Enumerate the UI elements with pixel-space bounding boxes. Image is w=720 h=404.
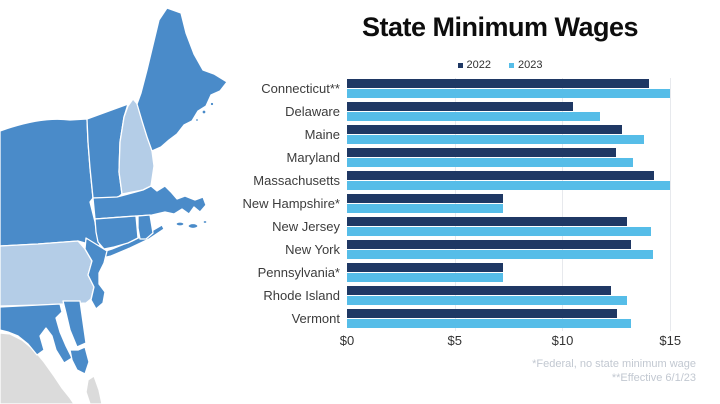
chart-row: New York [240,239,695,262]
northeast-us-map [0,7,228,404]
map-state-pennsylvania [0,240,95,307]
x-axis: $0 $5 $10 $15 [340,333,695,349]
state-label: Rhode Island [263,288,340,303]
gridline [562,78,564,331]
map-maine-island [194,117,200,123]
x-tick-label: $15 [659,333,682,348]
state-label: Connecticut** [261,81,340,96]
map-state-outside-region [0,332,75,404]
map-state-maryland-eastern-shore [69,346,90,375]
legend-label: 2022 [466,59,491,71]
gridline [670,78,672,331]
map-state-massachusetts [92,185,207,220]
bar-2022 [347,309,618,318]
legend-label: 2023 [518,59,543,71]
bar-group [347,124,695,147]
bar-2023 [347,273,504,282]
bar-group [347,147,695,170]
map-state-delaware [62,300,87,348]
bar-2023 [347,250,653,259]
bar-2023 [347,204,504,213]
map-state-new-york [0,118,102,252]
map-maine-island [201,109,207,115]
footnotes: *Federal, no state minimum wage **Effect… [532,357,696,385]
bar-2022 [347,240,632,249]
bar-2023 [347,227,652,236]
state-label: New York [285,242,340,257]
x-tick-label: $5 [447,333,462,348]
chart-row: New Hampshire* [240,193,695,216]
footnote-federal: *Federal, no state minimum wage [532,358,696,370]
map-maine-island [209,101,215,107]
map-state-rhode-island [137,214,154,240]
state-label: Massachusetts [253,173,340,188]
bar-2022 [347,286,611,295]
bar-group [347,216,695,239]
chart-row: New Jersey [240,216,695,239]
bar-2023 [347,296,628,305]
bar-2022 [347,171,655,180]
bar-2022 [347,79,649,88]
state-label: Maine [304,127,340,142]
chart-row: Connecticut** [240,78,695,101]
state-label: New Hampshire* [242,196,340,211]
chart-legend: 2022 2023 [280,57,720,73]
bar-2023 [347,89,671,98]
bar-group [347,78,695,101]
map-island [202,219,208,225]
bar-group [347,239,695,262]
map-state-maine [136,7,228,152]
map-state-maryland [0,303,73,364]
x-tick-label: $10 [551,333,574,348]
bar-2022 [347,217,628,226]
legend-item-2022: 2022 [457,59,491,71]
chart-row: Massachusetts [240,170,695,193]
bar-2022 [347,148,617,157]
state-label: Pennsylvania* [257,265,340,280]
bar-group [347,101,695,124]
chart-rows: Connecticut** Delaware Maine Maryland Massac… [240,78,695,331]
bar-group [347,193,695,216]
bar-2023 [347,158,633,167]
bar-2022 [347,263,504,272]
footnote-effective: **Effective 6/1/23 [611,372,696,384]
bar-2022 [347,194,504,203]
legend-swatch-icon [457,62,463,68]
chart-row: Pennsylvania* [240,262,695,285]
chart-row: Maryland [240,147,695,170]
bar-2023 [347,319,631,328]
map-state-new-jersey [84,237,108,310]
bar-group [347,308,695,331]
bar-2022 [347,102,574,111]
bar-2023 [347,112,601,121]
map-state-connecticut [94,215,139,250]
legend-item-2023: 2023 [509,59,542,71]
state-label: Maryland [286,150,340,165]
bar-2023 [347,135,645,144]
bar-group [347,262,695,285]
bar-group [347,285,695,308]
map-marthas-vineyard-island [175,221,185,227]
chart-row: Maine [240,124,695,147]
bar-2023 [347,181,671,190]
chart-row: Rhode Island [240,285,695,308]
x-tick-label: $0 [339,333,355,348]
chart-row: Vermont [240,308,695,331]
map-nantucket-island [187,222,199,230]
state-label: Delaware [285,104,340,119]
state-label: New Jersey [272,219,340,234]
legend-swatch-icon [509,62,514,68]
map-state-outside-region [85,375,103,404]
bar-group [347,170,695,193]
state-label: Vermont [291,311,340,326]
chart-row: Delaware [240,101,695,124]
chart-title: State Minimum Wages [361,12,639,42]
bar-2022 [347,125,622,134]
